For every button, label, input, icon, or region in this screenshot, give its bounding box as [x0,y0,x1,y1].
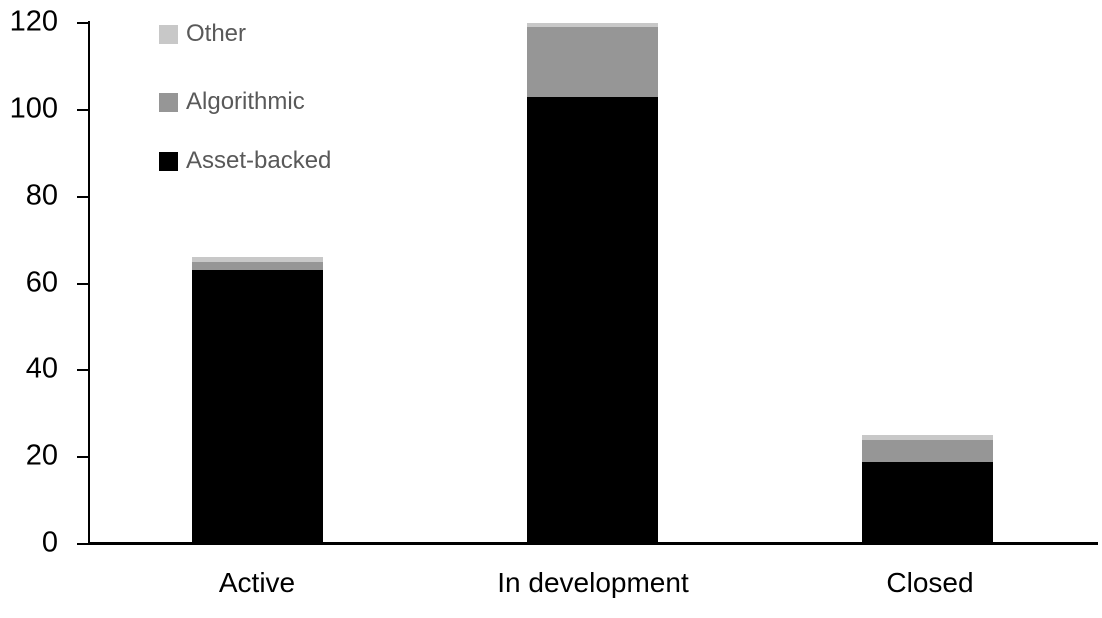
legend-item: Algorithmic [159,90,305,114]
y-tick-mark [77,543,88,545]
legend-swatch-asset-backed [159,151,178,171]
bar-segment-other [862,435,993,440]
legend-item: Asset-backed [159,149,331,173]
y-tick-mark [77,195,88,198]
y-tick-label: 40 [25,352,58,385]
legend-swatch-other [159,24,178,44]
legend-label: Other [186,20,247,47]
y-tick-label: 20 [25,439,58,472]
x-category-label: Active [218,567,296,598]
y-tick-mark [77,282,88,285]
y-axis-line [88,21,90,545]
legend-label: Asset-backed [186,147,332,174]
bar-segment-other [527,23,658,28]
bar-segment-asset-backed [527,96,658,544]
bar-segment-algorithmic [192,261,323,271]
y-tick-mark [77,369,88,372]
y-tick-label: 120 [9,5,58,38]
bar-segment-asset-backed [862,461,993,544]
y-tick-mark [77,108,88,111]
legend-swatch-algorithmic [159,92,178,112]
x-category-label: Closed [886,567,974,598]
y-tick-label: 60 [25,265,58,298]
x-category-label: In development [497,567,689,598]
y-tick-mark [77,456,88,459]
bar-segment-algorithmic [862,439,993,462]
bar-segment-other [192,257,323,262]
legend-label: Algorithmic [186,88,305,115]
bar-segment-algorithmic [527,27,658,97]
y-tick-label: 80 [25,178,58,211]
legend-item: Other [159,22,246,46]
bar-segment-asset-backed [192,270,323,544]
y-tick-mark [77,22,88,24]
y-tick-label: 100 [9,92,58,125]
y-tick-label: 0 [41,526,58,559]
